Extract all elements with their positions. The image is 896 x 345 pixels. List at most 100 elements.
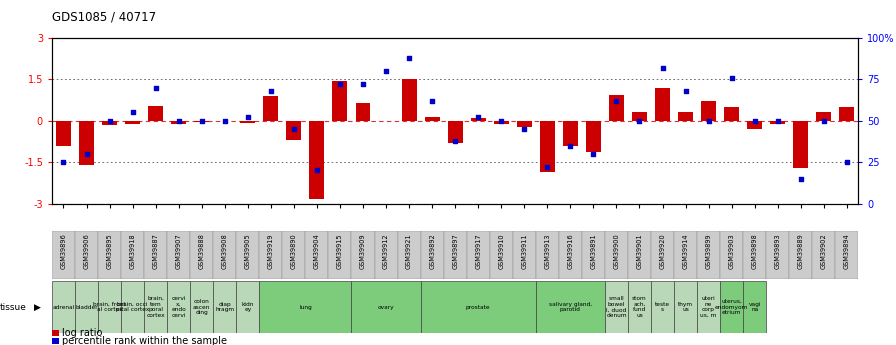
Text: GSM39902: GSM39902 — [821, 234, 827, 269]
Bar — [75, 281, 98, 333]
Bar — [674, 281, 697, 333]
Text: thym
us: thym us — [678, 302, 694, 313]
Bar — [651, 281, 674, 333]
Text: GSM39893: GSM39893 — [775, 234, 780, 269]
Bar — [605, 281, 628, 333]
Point — [80, 151, 94, 157]
Bar — [375, 231, 398, 279]
Bar — [743, 231, 766, 279]
Bar — [467, 231, 490, 279]
Bar — [52, 338, 59, 344]
Text: GSM39888: GSM39888 — [199, 234, 204, 269]
Bar — [816, 112, 831, 121]
Point — [402, 55, 417, 61]
Text: GSM39919: GSM39919 — [268, 234, 274, 269]
Text: GSM39905: GSM39905 — [245, 234, 251, 269]
Point — [125, 110, 140, 115]
Bar — [351, 281, 420, 333]
Bar — [470, 118, 486, 121]
Bar — [536, 231, 559, 279]
Bar — [194, 121, 210, 122]
Bar — [401, 79, 417, 121]
Text: GSM39897: GSM39897 — [452, 234, 458, 269]
Bar — [329, 231, 351, 279]
Bar — [240, 121, 255, 123]
Bar — [559, 231, 582, 279]
Bar — [674, 231, 697, 279]
Bar — [743, 281, 766, 333]
Text: GSM39913: GSM39913 — [545, 234, 550, 269]
Bar — [125, 121, 140, 124]
Bar — [490, 231, 513, 279]
Point — [702, 118, 716, 124]
Bar — [356, 103, 371, 121]
Bar — [720, 231, 743, 279]
Text: GDS1085 / 40717: GDS1085 / 40717 — [52, 10, 156, 23]
Text: GSM39906: GSM39906 — [83, 234, 90, 269]
Text: GSM39898: GSM39898 — [752, 234, 758, 269]
Bar — [766, 231, 789, 279]
Text: GSM39892: GSM39892 — [429, 234, 435, 269]
Bar — [494, 121, 509, 124]
Bar — [52, 330, 59, 336]
Point — [494, 118, 508, 124]
Bar — [655, 88, 670, 121]
Point — [171, 118, 185, 124]
Point — [540, 164, 555, 170]
Text: kidn
ey: kidn ey — [242, 302, 254, 313]
Text: GSM39909: GSM39909 — [360, 234, 366, 269]
Bar — [237, 281, 259, 333]
Bar — [448, 121, 462, 143]
Point — [379, 68, 393, 74]
Point — [263, 88, 278, 94]
Text: diap
hragm: diap hragm — [215, 302, 235, 313]
Point — [102, 118, 116, 124]
Text: GSM39900: GSM39900 — [614, 234, 619, 269]
Text: brain, occi
pital cortex: brain, occi pital cortex — [116, 302, 150, 313]
Bar — [237, 231, 259, 279]
Point — [678, 88, 693, 94]
Text: prostate: prostate — [466, 305, 490, 309]
Text: salivary gland,
parotid: salivary gland, parotid — [549, 302, 592, 313]
Bar — [287, 121, 301, 140]
Point — [149, 85, 163, 90]
Bar — [513, 231, 536, 279]
Bar — [697, 281, 720, 333]
Text: stom
ach,
fund
us: stom ach, fund us — [632, 296, 647, 318]
Bar — [213, 281, 237, 333]
Bar — [309, 121, 324, 199]
Bar — [702, 101, 716, 121]
Text: GSM39895: GSM39895 — [107, 234, 113, 269]
Point — [586, 151, 600, 157]
Point — [448, 138, 462, 144]
Point — [56, 159, 71, 165]
Point — [633, 118, 647, 124]
Text: GSM39903: GSM39903 — [728, 234, 735, 269]
Point — [609, 98, 624, 104]
Bar — [840, 107, 855, 121]
Point — [771, 118, 785, 124]
Text: GSM39912: GSM39912 — [383, 234, 389, 269]
Bar — [148, 106, 163, 121]
Bar — [168, 281, 190, 333]
Bar — [540, 121, 555, 172]
Bar — [171, 121, 186, 124]
Text: vagi
na: vagi na — [748, 302, 761, 313]
Text: bladder: bladder — [75, 305, 98, 309]
Text: GSM39921: GSM39921 — [406, 234, 412, 269]
Bar — [144, 231, 168, 279]
Bar — [420, 281, 536, 333]
Bar — [79, 121, 94, 165]
Text: GSM39910: GSM39910 — [498, 234, 504, 269]
Text: ovary: ovary — [378, 305, 394, 309]
Text: GSM39908: GSM39908 — [222, 234, 228, 269]
Text: log ratio: log ratio — [62, 328, 102, 338]
Bar — [628, 281, 651, 333]
Bar — [52, 231, 75, 279]
Bar — [444, 231, 467, 279]
Text: lung: lung — [299, 305, 312, 309]
Text: percentile rank within the sample: percentile rank within the sample — [62, 336, 227, 345]
Text: ▶: ▶ — [34, 303, 41, 312]
Bar — [351, 231, 375, 279]
Bar — [259, 281, 351, 333]
